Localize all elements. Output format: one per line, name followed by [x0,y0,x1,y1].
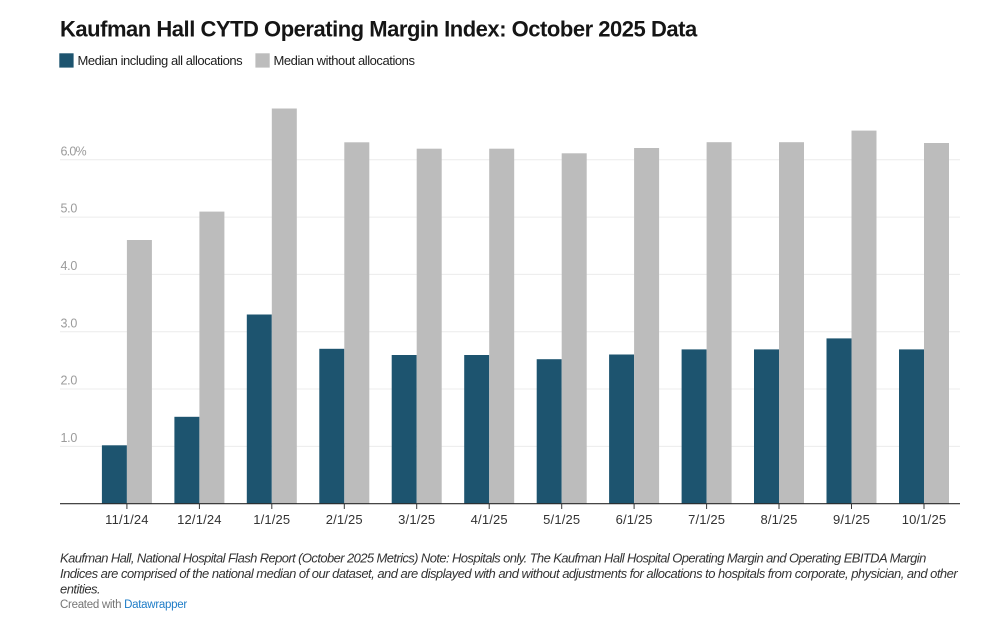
svg-text:Kaufman Hall, National Hospita: Kaufman Hall, National Hospital Flash Re… [60,550,926,565]
svg-text:6.0%: 6.0% [61,144,87,158]
svg-text:8/1/25: 8/1/25 [760,512,797,527]
svg-text:Median including all allocatio: Median including all allocations [78,53,244,68]
svg-text:2/1/25: 2/1/25 [326,512,363,527]
svg-text:3.0: 3.0 [61,316,78,330]
svg-text:9/1/25: 9/1/25 [833,512,870,527]
svg-text:10/1/25: 10/1/25 [902,512,946,527]
svg-text:entities.: entities. [60,581,100,596]
svg-text:12/1/24: 12/1/24 [177,512,221,527]
svg-text:Created with Datawrapper: Created with Datawrapper [60,599,187,611]
svg-text:Median without allocations: Median without allocations [274,53,416,68]
svg-text:7/1/25: 7/1/25 [688,512,725,527]
svg-text:Kaufman Hall CYTD Operating Ma: Kaufman Hall CYTD Operating Margin Index… [60,17,698,42]
svg-text:1.0: 1.0 [61,431,78,445]
svg-text:2.0: 2.0 [61,374,78,388]
svg-text:4/1/25: 4/1/25 [471,512,508,527]
svg-text:5.0: 5.0 [61,202,78,216]
svg-text:3/1/25: 3/1/25 [398,512,435,527]
svg-text:5/1/25: 5/1/25 [543,512,580,527]
svg-text:4.0: 4.0 [61,259,78,273]
svg-text:6/1/25: 6/1/25 [616,512,653,527]
svg-text:1/1/25: 1/1/25 [253,512,290,527]
svg-text:Indices are comprised of the n: Indices are comprised of the national me… [60,566,958,581]
svg-text:11/1/24: 11/1/24 [105,512,148,527]
